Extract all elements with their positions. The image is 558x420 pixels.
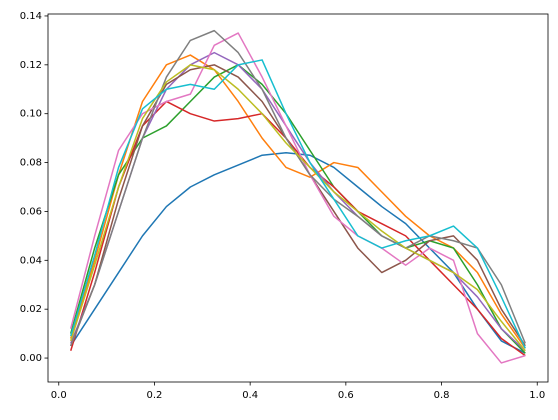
- plot-frame: [47, 13, 549, 383]
- series-line: [70, 29, 526, 347]
- series-line: [70, 64, 526, 354]
- y-tick-label: 0.08: [20, 158, 42, 169]
- series-line: [70, 100, 526, 357]
- x-tick-label: 1.0: [529, 390, 545, 401]
- series-line: [70, 32, 526, 364]
- y-tick-label: 0.12: [20, 60, 42, 71]
- x-tick-label: 0.0: [51, 390, 67, 401]
- y-tick-label: 0.00: [20, 353, 42, 364]
- series-line: [70, 59, 526, 349]
- y-tick-label: 0.04: [20, 255, 42, 266]
- y-tick-label: 0.06: [20, 206, 42, 217]
- x-tick-label: 0.8: [434, 390, 450, 401]
- series-line: [70, 152, 526, 354]
- x-tick-label: 0.4: [242, 390, 258, 401]
- series-line: [70, 54, 526, 349]
- series-line: [70, 64, 526, 352]
- x-tick-label: 0.2: [147, 390, 163, 401]
- y-tick-label: 0.10: [20, 109, 42, 120]
- y-tick-label: 0.02: [20, 304, 42, 315]
- y-tick-label: 0.14: [20, 11, 42, 22]
- series-line: [70, 64, 526, 347]
- x-tick-label: 0.6: [338, 390, 354, 401]
- series-line: [70, 51, 526, 352]
